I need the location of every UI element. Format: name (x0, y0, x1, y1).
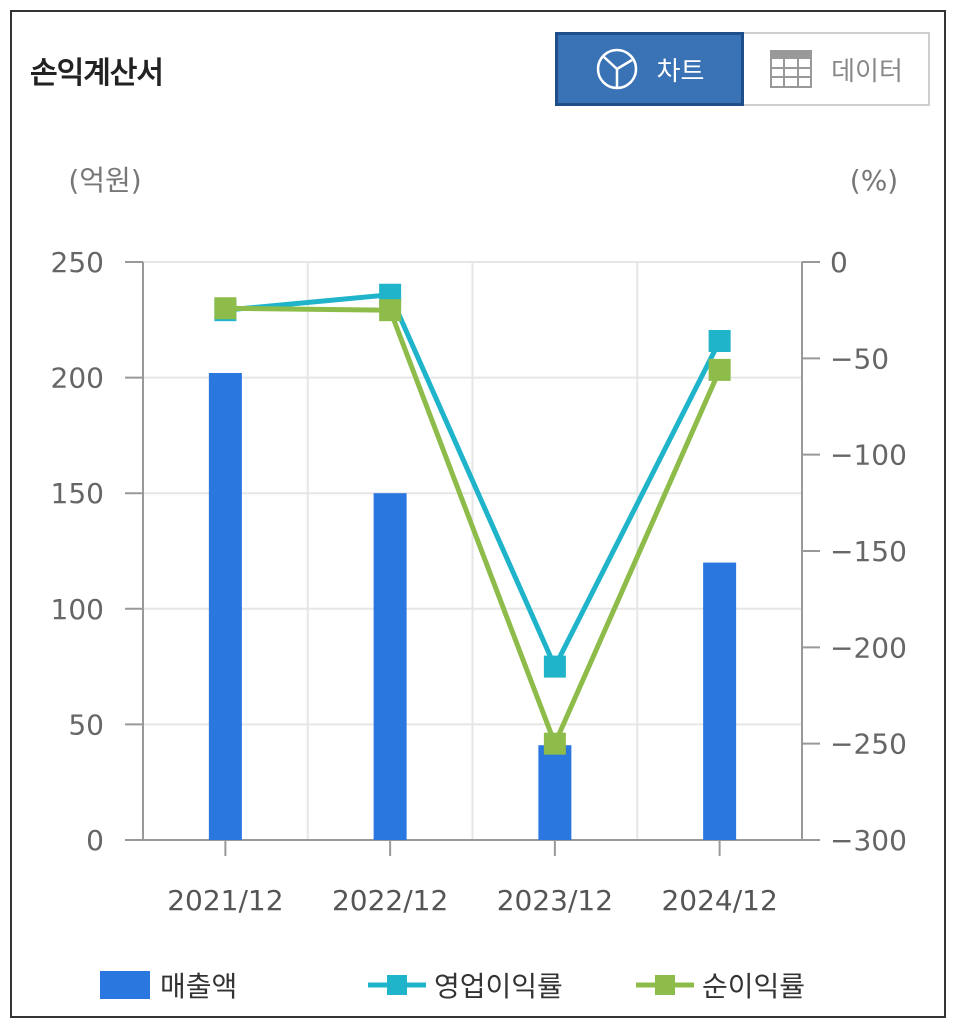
legend-label-operating-margin: 영업이익률 (434, 970, 563, 1003)
legend-label-net-margin: 순이익률 (702, 970, 806, 1003)
right-tick-label: −100 (830, 439, 907, 472)
chart-view-label: 차트 (656, 56, 705, 87)
right-axis-unit: (%) (850, 164, 898, 197)
view-toggle: 차트 데이터 (555, 32, 930, 106)
right-tick-label: −50 (830, 342, 889, 375)
left-tick-label: 200 (51, 362, 104, 395)
left-tick-label: 0 (86, 824, 104, 857)
right-tick-label: −200 (830, 631, 907, 664)
right-tick-label: 0 (830, 246, 848, 279)
bar-revenue (373, 493, 407, 840)
right-tick-label: −300 (830, 824, 907, 857)
point-operating-margin (708, 329, 731, 352)
legend-swatch-revenue (100, 971, 150, 999)
x-tick-label: 2024/12 (661, 884, 777, 917)
data-view-button[interactable]: 데이터 (744, 32, 930, 106)
left-tick-label: 100 (51, 593, 104, 626)
left-tick-label: 250 (51, 246, 104, 279)
bar-revenue (703, 562, 737, 840)
pie-chart-icon (596, 48, 637, 90)
bar-revenue (208, 372, 242, 840)
page-title: 손익계산서 (30, 56, 164, 91)
legend-item-operating-margin[interactable]: 영업이익률 (368, 965, 563, 1005)
chart-panel (10, 10, 946, 1018)
legend-item-revenue[interactable]: 매출액 (100, 965, 237, 1005)
legend-swatch-net-margin (636, 975, 694, 995)
legend-item-net-margin[interactable]: 순이익률 (636, 965, 805, 1005)
legend-label-revenue: 매출액 (160, 970, 238, 1003)
left-axis-unit: (억원) (68, 164, 141, 197)
right-tick-label: −250 (830, 728, 907, 761)
point-net-margin (543, 732, 566, 755)
line-operating-margin (225, 292, 722, 670)
point-net-margin (214, 297, 237, 320)
point-net-margin (379, 299, 402, 322)
point-net-margin (708, 358, 731, 381)
x-tick-label: 2021/12 (167, 884, 283, 917)
line-net-margin (225, 305, 722, 747)
bar-revenue (538, 745, 572, 840)
legend-swatch-operating-margin (368, 975, 426, 995)
left-tick-label: 50 (68, 708, 104, 741)
x-tick-label: 2022/12 (332, 884, 448, 917)
chart-view-button[interactable]: 차트 (555, 32, 744, 106)
left-tick-label: 150 (51, 477, 104, 510)
table-grid-icon (770, 50, 813, 88)
point-operating-margin (543, 655, 566, 678)
data-view-label: 데이터 (831, 56, 903, 87)
right-tick-label: −150 (830, 535, 907, 568)
x-tick-label: 2023/12 (497, 884, 613, 917)
